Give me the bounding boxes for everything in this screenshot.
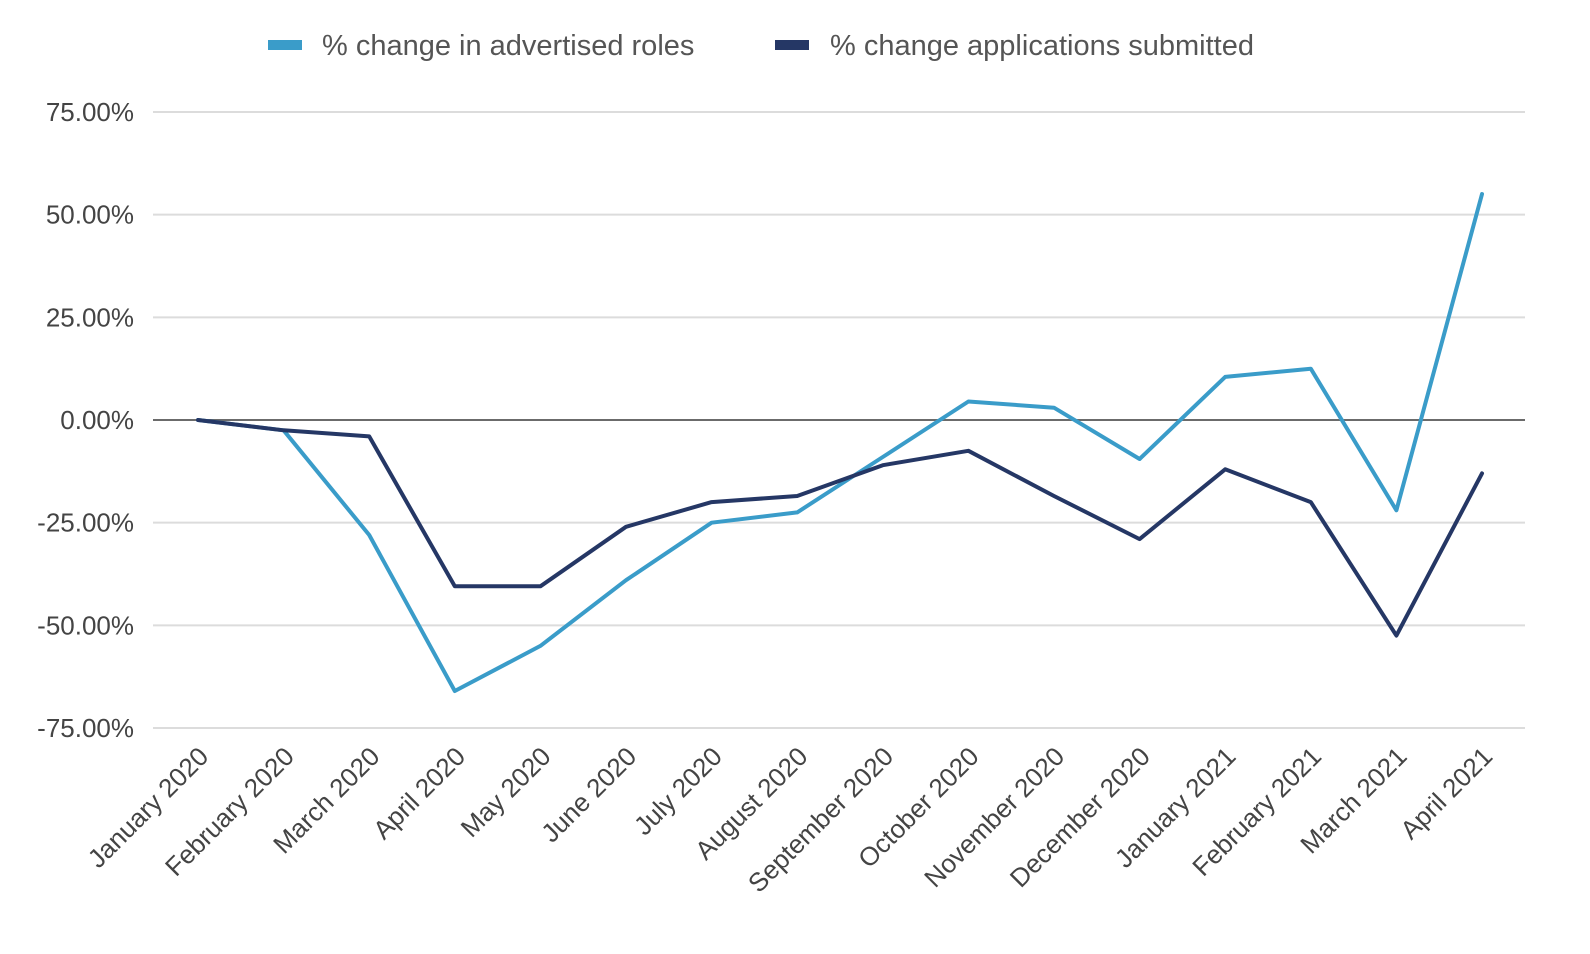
series-line-advertised-roles xyxy=(196,192,1484,693)
y-tick-label: 50.00% xyxy=(46,200,134,230)
y-axis-tick-labels: 75.00% 50.00% 25.00% 0.00% -25.00% -50.00% -75… xyxy=(37,97,134,743)
legend-label-advertised-roles: % change in advertised roles xyxy=(322,30,694,62)
series-lines xyxy=(196,192,1484,693)
legend-swatch-applications-submitted xyxy=(775,40,809,50)
chart-legend: % change in advertised roles % change ap… xyxy=(268,30,1254,62)
x-tick-label: April 2021 xyxy=(1394,741,1498,845)
x-tick-label: April 2020 xyxy=(367,741,471,845)
y-tick-label: -75.00% xyxy=(37,713,134,743)
legend-label-applications-submitted: % change applications submitted xyxy=(830,30,1254,62)
y-tick-label: 75.00% xyxy=(46,97,134,127)
x-tick-label: September 2020 xyxy=(742,741,899,898)
gridlines xyxy=(153,111,1525,729)
legend-swatch-advertised-roles xyxy=(268,40,302,50)
y-tick-label: 0.00% xyxy=(60,405,134,435)
y-tick-label: -25.00% xyxy=(37,508,134,538)
y-tick-label: -50.00% xyxy=(37,610,134,640)
y-tick-label: 25.00% xyxy=(46,302,134,332)
series-line-applications-submitted xyxy=(196,418,1484,638)
